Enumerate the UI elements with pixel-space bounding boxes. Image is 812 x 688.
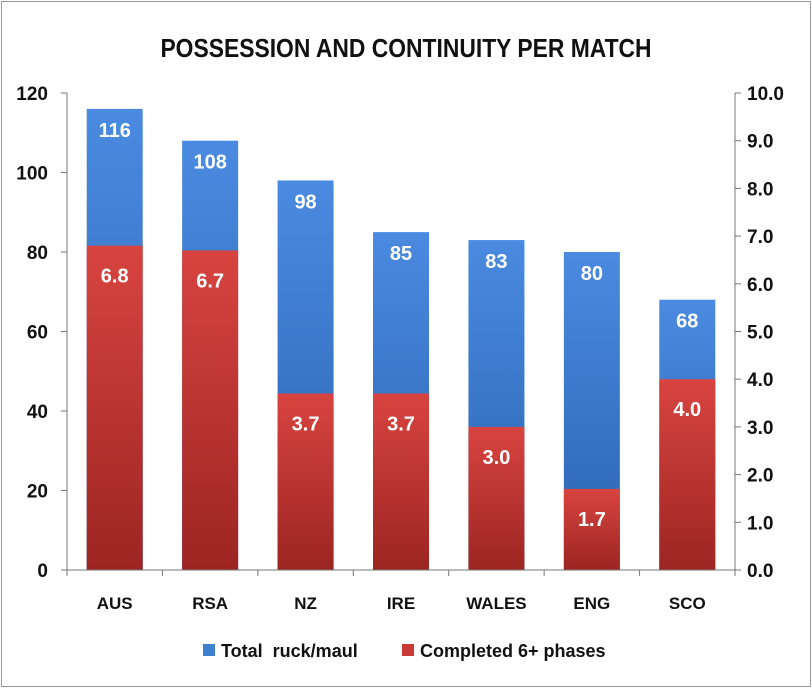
data-label-completed-phases-rsa: 6.7 bbox=[196, 270, 224, 292]
data-label-completed-phases-wales: 3.0 bbox=[483, 447, 511, 469]
right-tick-label-5.0: 5.0 bbox=[747, 323, 773, 344]
x-tick-label-nz: NZ bbox=[294, 594, 317, 613]
legend-label-total-ruck-maul: Total ruck/maul bbox=[221, 641, 358, 661]
bar-completed-phases-aus bbox=[86, 245, 143, 570]
left-tick-label-0: 0 bbox=[37, 561, 48, 582]
bar-completed-phases-nz bbox=[277, 393, 334, 570]
data-label-total-ruck-maul-ire: 85 bbox=[390, 243, 412, 265]
right-tick-label-7.0: 7.0 bbox=[747, 227, 773, 248]
data-label-completed-phases-nz: 3.7 bbox=[292, 414, 320, 436]
left-tick-label-20: 20 bbox=[27, 482, 48, 503]
data-label-completed-phases-sco: 4.0 bbox=[673, 399, 701, 421]
legend-swatch-completed-phases bbox=[402, 644, 414, 656]
legend-swatch-total-ruck-maul bbox=[203, 644, 215, 656]
right-tick-label-4.0: 4.0 bbox=[747, 370, 773, 391]
right-tick-label-0.0: 0.0 bbox=[747, 561, 773, 582]
right-tick-label-3.0: 3.0 bbox=[747, 418, 773, 439]
bar-completed-phases-eng bbox=[563, 488, 620, 570]
right-tick-label-6.0: 6.0 bbox=[747, 275, 773, 296]
left-tick-label-40: 40 bbox=[27, 402, 48, 423]
x-tick-label-aus: AUS bbox=[97, 594, 133, 613]
right-tick-label-1.0: 1.0 bbox=[747, 513, 773, 534]
data-label-total-ruck-maul-eng: 80 bbox=[581, 263, 603, 285]
x-tick-label-ire: IRE bbox=[387, 594, 415, 613]
right-tick-label-2.0: 2.0 bbox=[747, 466, 773, 487]
bar-completed-phases-ire bbox=[373, 393, 429, 570]
left-tick-label-100: 100 bbox=[16, 164, 48, 185]
chart-title: POSSESSION AND CONTINUITY PER MATCH bbox=[160, 35, 651, 64]
data-label-completed-phases-eng: 1.7 bbox=[578, 509, 606, 531]
bar-completed-phases-sco bbox=[659, 379, 716, 570]
data-label-total-ruck-maul-sco: 68 bbox=[676, 311, 698, 333]
data-label-total-ruck-maul-rsa: 108 bbox=[193, 152, 226, 174]
left-tick-label-120: 120 bbox=[16, 84, 48, 105]
bar-completed-phases-rsa bbox=[182, 250, 239, 570]
right-tick-label-10.0: 10.0 bbox=[747, 84, 784, 105]
left-tick-label-60: 60 bbox=[27, 323, 48, 344]
data-label-total-ruck-maul-nz: 98 bbox=[294, 191, 316, 213]
data-label-completed-phases-ire: 3.7 bbox=[387, 414, 415, 436]
x-tick-label-wales: WALES bbox=[466, 594, 526, 613]
data-label-total-ruck-maul-wales: 83 bbox=[485, 251, 507, 273]
bar-completed-phases-wales bbox=[468, 426, 525, 570]
x-tick-label-eng: ENG bbox=[573, 594, 610, 613]
data-label-completed-phases-aus: 6.8 bbox=[101, 266, 129, 288]
x-tick-label-rsa: RSA bbox=[192, 594, 228, 613]
right-tick-label-9.0: 9.0 bbox=[747, 132, 773, 153]
right-tick-label-8.0: 8.0 bbox=[747, 179, 773, 200]
left-tick-label-80: 80 bbox=[27, 243, 48, 264]
legend-label-completed-phases: Completed 6+ phases bbox=[420, 641, 606, 661]
data-label-total-ruck-maul-aus: 116 bbox=[99, 120, 131, 142]
x-tick-label-sco: SCO bbox=[669, 594, 706, 613]
